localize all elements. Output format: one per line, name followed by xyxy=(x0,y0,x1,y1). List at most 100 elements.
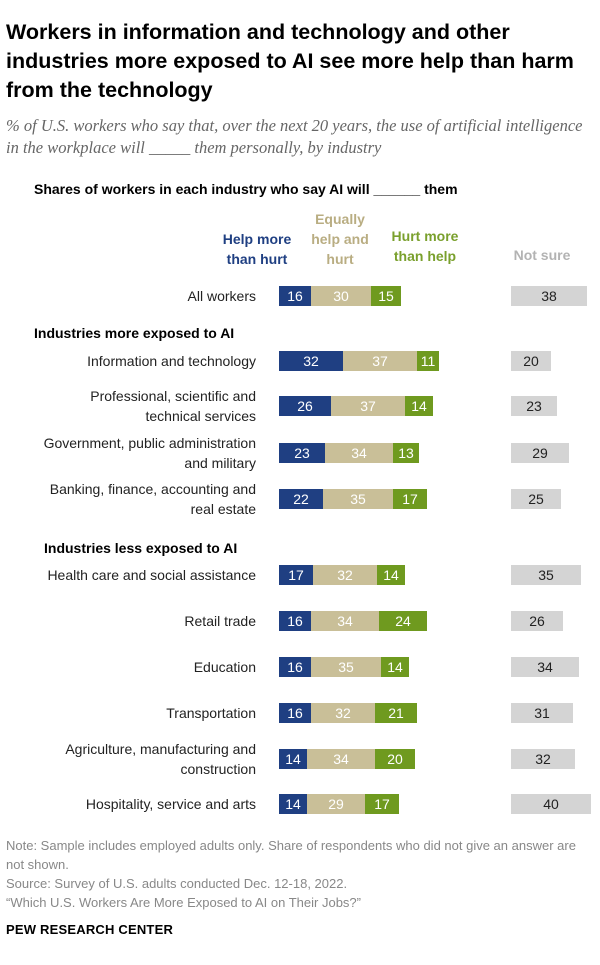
bar-help-more xyxy=(279,749,307,769)
bar-value-label: 37 xyxy=(372,353,388,369)
bar-value-label: 16 xyxy=(287,613,303,629)
not-sure-value-label: 34 xyxy=(537,659,553,675)
bar-value-label: 35 xyxy=(338,659,354,675)
bar-value-label: 14 xyxy=(285,796,301,812)
bar-value-label: 17 xyxy=(288,567,304,583)
bar-equally xyxy=(311,703,375,723)
bar-equally xyxy=(325,443,393,463)
bar-value-label: 29 xyxy=(328,796,344,812)
bar-value-label: 11 xyxy=(421,353,436,369)
bar-hurt-more xyxy=(377,565,405,585)
bar-help-more xyxy=(279,286,311,306)
not-sure-value-label: 31 xyxy=(534,705,550,721)
bar-value-label: 21 xyxy=(388,705,404,721)
bar-value-label: 34 xyxy=(333,751,349,767)
bar-value-label: 32 xyxy=(303,353,319,369)
bar-not-sure xyxy=(511,286,587,306)
not-sure-value-label: 29 xyxy=(532,445,548,461)
bar-value-label: 14 xyxy=(411,398,427,414)
bar-not-sure xyxy=(511,611,563,631)
bar-hurt-more xyxy=(381,657,409,677)
bar-value-label: 16 xyxy=(287,705,303,721)
category-label: Information and technology xyxy=(87,353,256,369)
legend-equally: Equally help and hurt xyxy=(311,211,369,267)
bar-help-more xyxy=(279,611,311,631)
bar-help-more xyxy=(279,703,311,723)
legend-help-more: Help more than hurt xyxy=(222,231,292,267)
bar-value-label: 14 xyxy=(383,567,399,583)
bar-help-more xyxy=(279,489,323,509)
bar-hurt-more xyxy=(417,351,439,371)
bar-value-label: 26 xyxy=(297,398,313,414)
category-label: Professional, scientific and technical se… xyxy=(90,388,256,424)
not-sure-value-label: 23 xyxy=(526,398,542,414)
bar-value-label: 34 xyxy=(337,613,353,629)
bar-help-more xyxy=(279,657,311,677)
report-title: “Which U.S. Workers Are More Exposed to … xyxy=(6,895,361,910)
bar-value-label: 32 xyxy=(335,705,351,721)
bar-equally xyxy=(313,565,377,585)
not-sure-value-label: 32 xyxy=(535,751,551,767)
bar-value-label: 32 xyxy=(337,567,353,583)
not-sure-value-label: 38 xyxy=(541,288,557,304)
bar-hurt-more xyxy=(375,703,417,723)
bar-value-label: 13 xyxy=(398,445,414,461)
bar-value-label: 22 xyxy=(293,491,309,507)
legend-not-sure: Not sure xyxy=(513,247,571,263)
bar-hurt-more xyxy=(379,611,427,631)
bar-not-sure xyxy=(511,396,557,416)
category-label: Banking, finance, accounting and real est… xyxy=(50,481,256,517)
section-header: Industries less exposed to AI xyxy=(44,540,237,556)
bar-help-more xyxy=(279,396,331,416)
bar-hurt-more xyxy=(371,286,401,306)
category-label: Health care and social assistance xyxy=(47,567,256,583)
bar-value-label: 23 xyxy=(294,445,310,461)
bar-equally xyxy=(311,611,379,631)
bar-equally xyxy=(343,351,417,371)
bar-value-label: 37 xyxy=(360,398,376,414)
bar-not-sure xyxy=(511,749,575,769)
bar-value-label: 16 xyxy=(287,659,303,675)
category-label: Government, public administration and mil… xyxy=(44,435,256,471)
bar-equally xyxy=(331,396,405,416)
bar-value-label: 20 xyxy=(387,751,403,767)
bar-value-label: 30 xyxy=(333,288,349,304)
not-sure-value-label: 25 xyxy=(528,491,544,507)
not-sure-value-label: 20 xyxy=(523,353,539,369)
bar-not-sure xyxy=(511,657,579,677)
category-label: Retail trade xyxy=(184,613,256,629)
bar-not-sure xyxy=(511,703,573,723)
bar-value-label: 15 xyxy=(378,288,394,304)
note-text: Note: Sample includes employed adults on… xyxy=(6,838,576,872)
bar-not-sure xyxy=(511,351,551,371)
category-label: Education xyxy=(194,659,256,675)
source-text: Source: Survey of U.S. adults conducted … xyxy=(6,876,348,891)
category-label: Agriculture, manufacturing and constructi… xyxy=(65,741,256,777)
notes-block: Note: Sample includes employed adults on… xyxy=(6,836,591,912)
bar-help-more xyxy=(279,565,313,585)
bar-help-more xyxy=(279,443,325,463)
bar-value-label: 17 xyxy=(402,491,418,507)
bar-hurt-more xyxy=(365,794,399,814)
bar-equally xyxy=(307,794,365,814)
bar-equally xyxy=(311,657,381,677)
bar-not-sure xyxy=(511,489,561,509)
bar-hurt-more xyxy=(375,749,415,769)
bar-not-sure xyxy=(511,443,569,463)
section-header: Industries more exposed to AI xyxy=(34,325,234,341)
bar-hurt-more xyxy=(393,443,419,463)
bar-value-label: 14 xyxy=(285,751,301,767)
bar-not-sure xyxy=(511,794,591,814)
shares-heading: Shares of workers in each industry who s… xyxy=(34,181,458,197)
bar-value-label: 17 xyxy=(374,796,390,812)
chart-title: Workers in information and technology an… xyxy=(6,20,574,102)
bar-value-label: 14 xyxy=(387,659,403,675)
category-label: Hospitality, service and arts xyxy=(86,796,256,812)
bar-value-label: 34 xyxy=(351,445,367,461)
bar-value-label: 24 xyxy=(395,613,411,629)
brand-logo-text: PEW RESEARCH CENTER xyxy=(6,922,174,937)
bar-value-label: 16 xyxy=(287,288,303,304)
not-sure-value-label: 35 xyxy=(538,567,554,583)
bar-help-more xyxy=(279,351,343,371)
